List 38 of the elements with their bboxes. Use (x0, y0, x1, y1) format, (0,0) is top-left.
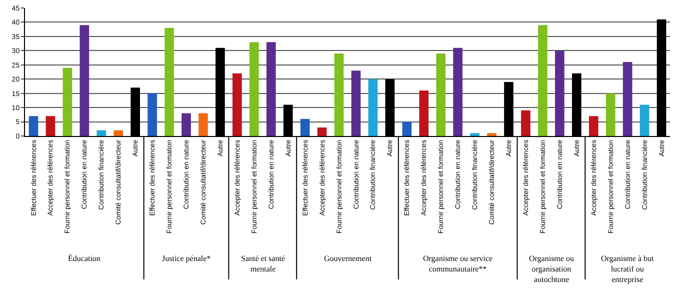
bar (368, 79, 378, 136)
bar (453, 48, 462, 136)
bar (148, 93, 157, 136)
bar (198, 113, 208, 136)
bar (555, 50, 564, 136)
text: Organisme à but lucratif ou entreprise (601, 254, 655, 284)
bar (62, 68, 72, 136)
text: Organisme ou organisation autochtone (529, 254, 574, 284)
bar (622, 62, 632, 136)
bar (334, 54, 344, 136)
bar (521, 110, 530, 136)
bar (606, 93, 616, 136)
bar (28, 116, 38, 136)
bar (80, 25, 90, 136)
bar (266, 42, 276, 136)
bar (317, 127, 327, 136)
text: Gouvernement (324, 254, 372, 263)
bar (470, 133, 480, 136)
bar (46, 116, 56, 136)
text: Organisme ou service communautaire** (423, 254, 494, 274)
bar (538, 25, 548, 136)
bar (419, 90, 429, 136)
bar (114, 130, 124, 136)
bar (96, 130, 106, 136)
text: Santé et santé mentale (241, 254, 286, 274)
text: Justice pénale* (162, 254, 211, 263)
bar (232, 73, 242, 136)
bar (249, 42, 259, 136)
bar (182, 113, 191, 136)
bar (487, 133, 496, 136)
bar (164, 28, 174, 136)
bar (300, 118, 310, 136)
bar (351, 70, 361, 136)
bar (640, 104, 650, 136)
text: Éducation (68, 254, 100, 263)
bar (588, 116, 598, 136)
bar (436, 54, 446, 136)
bar (402, 122, 412, 136)
